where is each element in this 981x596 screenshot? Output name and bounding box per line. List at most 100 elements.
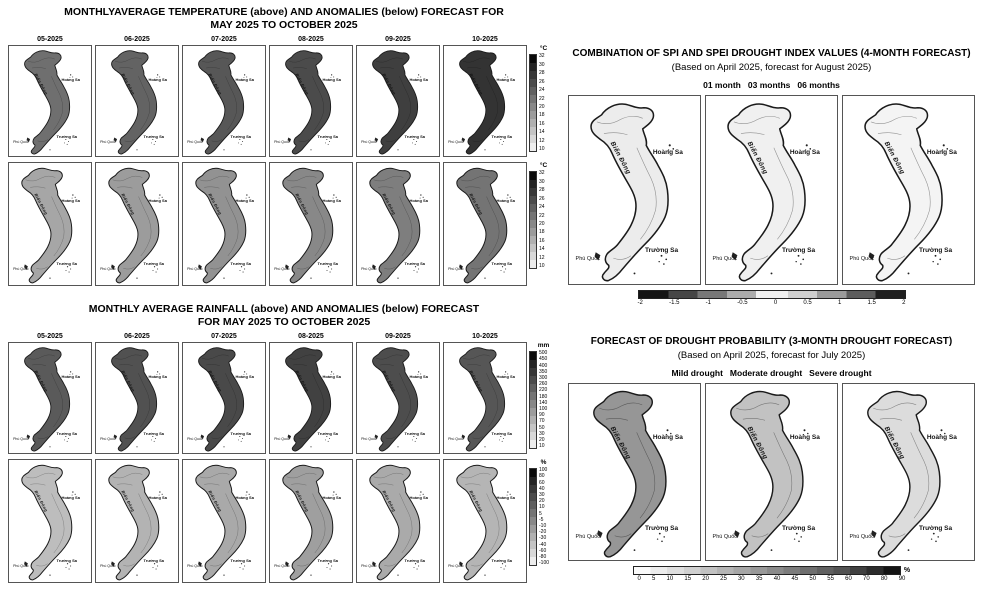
hoang-sa-label: Hoàng Sa	[496, 374, 515, 380]
map-month-label: 09-2025	[385, 36, 411, 44]
map-cell: Biển Đông Hoàng Sa Trường Sa Phú Quốc	[8, 162, 92, 287]
spi-colorbar-gradient	[637, 289, 906, 299]
scale-tick: 26	[539, 195, 545, 202]
legend-item: Severe drought	[809, 367, 872, 378]
scale-tick: 400	[539, 362, 548, 369]
scale-tick: 26	[539, 78, 545, 85]
hoang-sa-label: Hoàng Sa	[61, 197, 80, 203]
rainfall-panel: MONTHLY AVERAGE RAINFALL (above) AND ANO…	[8, 303, 560, 584]
scale-tick: 24	[539, 204, 545, 211]
scale-tick: 90	[898, 575, 906, 582]
hoang-sa-label: Hoàng Sa	[322, 197, 341, 203]
spi-title: COMBINATION OF SPI AND SPEI DROUGHT INDE…	[572, 48, 971, 59]
rainfall-colorbar-unit: mm	[537, 342, 550, 350]
scale-tick: 40	[773, 575, 781, 582]
phu-quoc-label: Phú Quốc	[361, 139, 377, 144]
hoang-sa-label: Hoàng Sa	[322, 494, 341, 500]
map-cell: Biển Đông Hoàng Sa Trường Sa Phú Quốc	[269, 162, 353, 287]
vietnam-map: Biển Đông Hoàng Sa Trường Sa Phú Quốc	[182, 45, 266, 158]
scale-tick: 12	[539, 254, 545, 261]
hoang-sa-label: Hoàng Sa	[235, 77, 254, 83]
map-cell: Biển Đông Hoàng Sa Trường Sa Phú Quốc	[705, 382, 838, 561]
map-cell: 09-2025 Biển Đông Hoàng Sa Trường Sa Phú…	[356, 332, 440, 455]
truong-sa-label: Trường Sa	[143, 431, 164, 437]
vietnam-map: Biển Đông Hoàng Sa Trường Sa Phú Quốc	[443, 459, 527, 584]
map-cell: Biển Đông Hoàng Sa Trường Sa Phú Quốc	[356, 162, 440, 287]
drought-colorbar-ticks: 0 5 10 15 20 25 30 35 40 45 50 55 60 70 80 90	[638, 576, 906, 582]
scale-tick: 22	[539, 212, 545, 219]
hoang-sa-label: Hoàng Sa	[61, 494, 80, 500]
map-cell: Biển Đông Hoàng Sa Trường Sa Phú Quốc	[182, 162, 266, 287]
rainfall-anomaly-colorbar-ticks: 100 80 60 40 30 20 10 5 -5 -10 -20 -30 -40 -60 -80 -100	[539, 468, 549, 566]
spi-colorbar-row	[637, 289, 906, 299]
map-cell: Biển Đông Hoàng Sa Trường Sa Phú Quốc	[182, 459, 266, 584]
scale-tick: 90	[539, 412, 545, 419]
map-month-label: 06-2025	[124, 333, 150, 341]
scale-tick: 0	[773, 299, 778, 306]
phu-quoc-label: Phú Quốc	[274, 267, 290, 272]
map-cell: Biển Đông Hoàng Sa Trường Sa Phú Quốc	[568, 382, 701, 561]
truong-sa-label: Trường Sa	[781, 246, 816, 254]
truong-sa-label: Trường Sa	[918, 246, 953, 254]
scale-tick: 80	[880, 575, 888, 582]
scale-tick: -80	[539, 553, 547, 560]
scale-tick: 45	[791, 575, 799, 582]
scale-tick: 32	[539, 53, 545, 60]
scale-tick: 1	[837, 299, 842, 306]
rainfall-colorbar-gradient	[529, 351, 537, 450]
hoang-sa-label: Hoàng Sa	[322, 77, 341, 83]
spi-subtitle: (Based on April 2025, forecast for Augus…	[671, 61, 872, 73]
map-month-label: 05-2025	[37, 36, 63, 44]
legend-item: 03 months	[747, 79, 791, 90]
scale-tick: 35	[755, 575, 763, 582]
vietnam-map: Biển Đông Hoàng Sa Trường Sa Phú Quốc	[443, 45, 527, 158]
map-month-label: 05-2025	[37, 333, 63, 341]
scale-tick: 30	[539, 61, 545, 68]
map-cell: Biển Đông Hoàng Sa Trường Sa Phú Quốc	[95, 162, 179, 287]
map-cell: Biển Đông Hoàng Sa Trường Sa Phú Quốc	[568, 94, 701, 285]
vietnam-map: Biển Đông Hoàng Sa Trường Sa Phú Quốc	[705, 94, 838, 285]
scale-tick: 10	[539, 263, 545, 270]
scale-tick: -1.5	[669, 299, 680, 306]
vietnam-map: Biển Đông Hoàng Sa Trường Sa Phú Quốc	[182, 342, 266, 455]
scale-tick: 2	[902, 299, 906, 306]
scale-tick: 220	[539, 387, 548, 394]
scale-tick: 50	[809, 575, 817, 582]
scale-tick: 60	[845, 575, 852, 582]
phu-quoc-label: Phú Quốc	[100, 436, 116, 441]
scale-tick: 100	[539, 467, 548, 474]
temperature-anomaly-colorbar: °C 32 30 28 26 24 22 20 18 16 14 12 10	[529, 162, 558, 270]
rainfall-colorbar: mm 500 450 400 350 300 260 220 180 140 100 90 70 50 3…	[529, 342, 558, 450]
legend-item: Mild drought	[671, 367, 723, 378]
drought-colorbar: % 0 5 10 15 20 25 30 35 40 45 50 55 60 70 80 90	[568, 565, 975, 582]
scale-tick: 15	[684, 575, 692, 582]
map-cell: 08-2025 Biển Đông Hoàng Sa Trường Sa Phú…	[269, 332, 353, 455]
scale-tick: 300	[539, 375, 548, 381]
scale-tick: 30	[737, 575, 745, 582]
drought-colorbar-row: %	[632, 565, 910, 575]
temperature-title: MONTHLYAVERAGE TEMPERATURE (above) AND A…	[8, 6, 560, 32]
hoang-sa-label: Hoàng Sa	[926, 149, 957, 157]
temperature-colorbar-unit: °C	[539, 45, 548, 53]
vietnam-map: Biển Đông Hoàng Sa Trường Sa Phú Quốc	[269, 45, 353, 158]
scale-tick: 30	[539, 178, 545, 185]
vietnam-map: Biển Đông Hoàng Sa Trường Sa Phú Quốc	[182, 459, 266, 584]
vietnam-map: Biển Đông Hoàng Sa Trường Sa Phú Quốc	[269, 459, 353, 584]
scale-tick: 18	[539, 112, 545, 119]
temperature-monthly-block: 05-2025 Biển Đông Hoàng Sa Trường Sa Phú…	[8, 35, 560, 158]
map-month-label: 07-2025	[211, 36, 237, 44]
map-cell: 08-2025 Biển Đông Hoàng Sa Trường Sa Phú…	[269, 35, 353, 158]
scale-tick: 180	[539, 393, 548, 400]
scale-tick: 450	[539, 356, 548, 363]
vietnam-map: Biển Đông Hoàng Sa Trường Sa Phú Quốc	[356, 45, 440, 158]
truong-sa-label: Trường Sa	[644, 246, 679, 254]
truong-sa-label: Trường Sa	[918, 525, 953, 533]
rainfall-title-line2: FOR MAY 2025 TO OCTOBER 2025	[197, 316, 371, 329]
map-month-label: 10-2025	[472, 36, 498, 44]
phu-quoc-label: Phú Quốc	[274, 436, 290, 441]
hoang-sa-label: Hoàng Sa	[652, 149, 683, 157]
scale-tick: 28	[539, 70, 545, 77]
truong-sa-label: Trường Sa	[56, 261, 77, 267]
map-month-label: 10-2025	[472, 333, 498, 341]
vietnam-map: Biển Đông Hoàng Sa Trường Sa Phú Quốc	[8, 342, 92, 455]
